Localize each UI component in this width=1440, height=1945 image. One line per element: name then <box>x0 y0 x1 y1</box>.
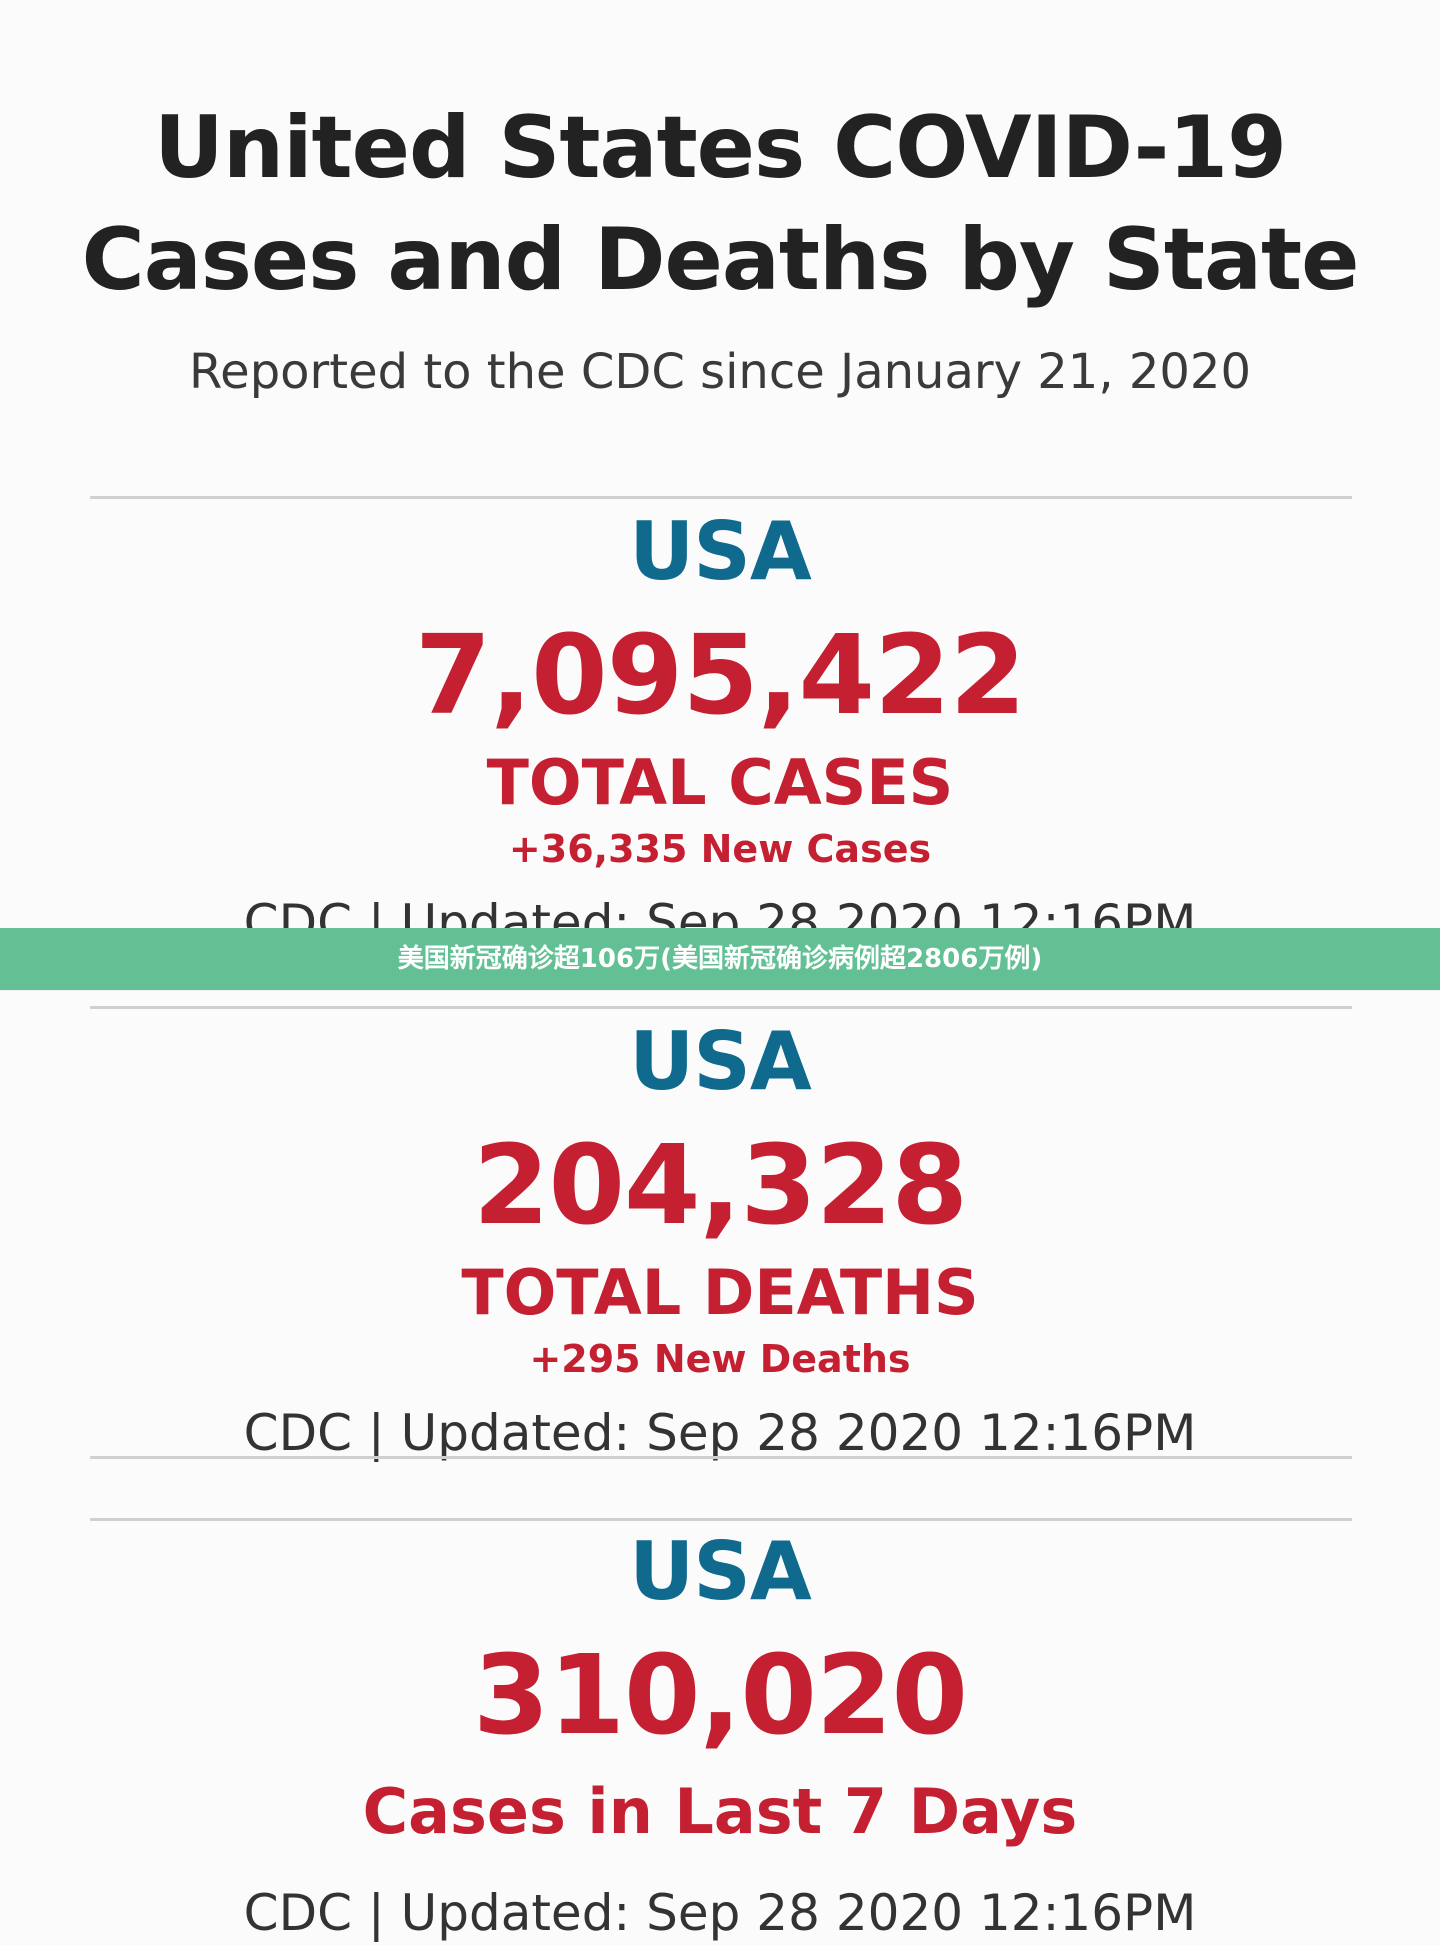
total-deaths-label: TOTAL DEATHS <box>461 1256 979 1329</box>
section-divider <box>90 1518 1352 1521</box>
source-update-text: CDC | Updated: Sep 28 2020 12:16PM <box>243 1404 1197 1462</box>
section-divider <box>90 496 1352 499</box>
new-cases-text: +36,335 New Cases <box>508 827 932 871</box>
section-divider <box>90 1456 1352 1459</box>
total-deaths-value: 204,328 <box>472 1121 968 1249</box>
stat-card-total-cases: USA 7,095,422 TOTAL CASES +36,335 New Ca… <box>40 505 1400 955</box>
source-update-text: CDC | Updated: Sep 28 2020 12:16PM <box>243 1884 1197 1942</box>
region-label: USA <box>629 1015 812 1108</box>
section-divider <box>90 1006 1352 1009</box>
stat-card-total-deaths: USA 204,328 TOTAL DEATHS +295 New Deaths… <box>40 1015 1400 1465</box>
cases-last-7-days-value: 310,020 <box>472 1631 968 1759</box>
region-label: USA <box>629 505 812 598</box>
total-cases-value: 7,095,422 <box>414 611 1026 739</box>
cases-last-7-days-label: Cases in Last 7 Days <box>362 1775 1078 1848</box>
overlay-banner: 美国新冠确诊超106万(美国新冠确诊病例超2806万例) <box>0 928 1440 990</box>
page-title: United States COVID-19 Cases and Deaths … <box>81 98 1360 310</box>
region-label: USA <box>629 1525 812 1618</box>
new-deaths-text: +295 New Deaths <box>529 1337 911 1381</box>
stat-card-last-7-days: USA 310,020 Cases in Last 7 Days CDC | U… <box>40 1525 1400 1945</box>
total-cases-label: TOTAL CASES <box>486 746 954 819</box>
page-subtitle: Reported to the CDC since January 21, 20… <box>188 344 1252 400</box>
